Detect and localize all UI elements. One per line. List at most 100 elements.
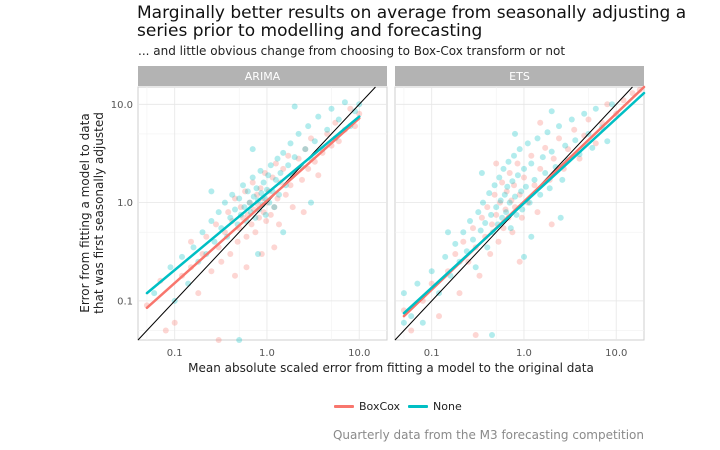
data-point-none [513,211,520,218]
reference-line-arima [137,86,376,341]
y-tick-label: 0.1 [117,296,133,307]
data-point-none [509,178,516,185]
data-point-none [258,190,265,197]
data-point-none [408,313,415,320]
data-point-none [452,240,459,247]
data-point-boxcox [347,105,354,112]
data-point-none [419,319,426,326]
data-point-boxcox [237,204,244,211]
data-point-none [537,191,544,198]
data-point-none [271,204,278,211]
data-point-boxcox [260,209,267,216]
data-point-none [556,123,562,130]
data-point-none [493,204,500,211]
data-point-boxcox [511,182,517,189]
data-point-none [521,165,527,172]
data-point-boxcox [299,176,305,183]
data-point-boxcox [548,221,555,228]
data-point-boxcox [234,238,241,245]
legend: BoxCox None [334,400,462,413]
data-point-boxcox [491,191,498,198]
data-point-boxcox [460,238,467,245]
data-point-boxcox [324,130,331,137]
data-point-boxcox [470,225,476,232]
data-point-none [445,229,451,236]
data-point-none [475,209,482,216]
data-point-boxcox [489,221,495,228]
data-point-none [255,251,261,257]
data-point-none [274,155,281,162]
data-point-none [503,209,510,216]
data-point-none [542,170,549,176]
data-point-none [505,158,512,165]
legend-label-boxcox: BoxCox [359,400,401,413]
data-point-none [544,129,551,136]
data-point-boxcox [452,251,459,257]
data-point-boxcox [263,218,270,224]
data-point-boxcox [287,182,294,189]
data-point-none [572,137,579,144]
data-point-none [477,227,484,234]
data-point-none [501,191,508,198]
data-point-none [496,174,503,181]
data-point-boxcox [478,214,485,221]
data-point-none [328,105,335,112]
data-point-none [400,319,407,326]
data-point-boxcox [308,135,314,142]
points-arima [143,99,363,343]
data-point-none [276,191,282,198]
data-point-none [241,204,248,211]
data-point-boxcox [528,152,535,159]
data-point-none [467,218,473,224]
data-point-none [442,253,449,260]
data-point-boxcox [537,119,544,126]
data-point-boxcox [484,204,491,211]
data-point-boxcox [493,160,500,167]
data-point-none [308,199,314,206]
data-point-boxcox [218,258,225,265]
data-point-boxcox [232,195,238,202]
data-point-boxcox [257,185,264,192]
data-point-none [280,229,287,236]
legend-item-boxcox: BoxCox [334,400,400,413]
data-point-boxcox [225,209,232,216]
data-point-boxcox [571,126,578,133]
data-point-none [305,123,312,130]
data-point-none [167,264,174,271]
data-point-boxcox [356,110,363,117]
data-point-boxcox [472,332,479,338]
data-point-none [482,220,489,226]
x-tick-label: 0.1 [424,348,440,359]
data-point-none [250,193,257,200]
legend-label-none: None [433,400,462,413]
data-point-boxcox [274,195,281,202]
data-point-none [521,253,527,260]
data-point-none [400,290,407,297]
data-point-none [249,174,256,181]
data-point-boxcox [295,155,302,162]
points-ets [400,86,643,338]
data-point-boxcox [493,211,500,218]
data-point-boxcox [208,268,215,275]
data-point-none [478,170,485,176]
data-point-none [414,280,421,287]
data-point-none [559,176,566,183]
data-point-none [470,236,476,243]
data-point-boxcox [487,251,494,257]
data-point-none [311,138,318,145]
data-point-boxcox [556,135,562,142]
data-point-none [215,209,222,216]
chart-subtitle: ... and little obvious change from choos… [138,44,566,58]
data-point-boxcox [576,155,583,162]
data-point-boxcox [537,165,544,172]
data-point-none [428,268,435,275]
data-point-boxcox [256,214,262,221]
data-point-none [506,199,513,206]
data-point-none [257,167,264,174]
data-point-boxcox [518,214,525,221]
data-point-boxcox [227,251,234,257]
data-point-none [497,197,504,204]
x-axis-title: Mean absolute scaled error from fitting … [188,361,594,375]
x-tick-label: 10.0 [605,348,627,359]
data-point-none [460,229,467,236]
